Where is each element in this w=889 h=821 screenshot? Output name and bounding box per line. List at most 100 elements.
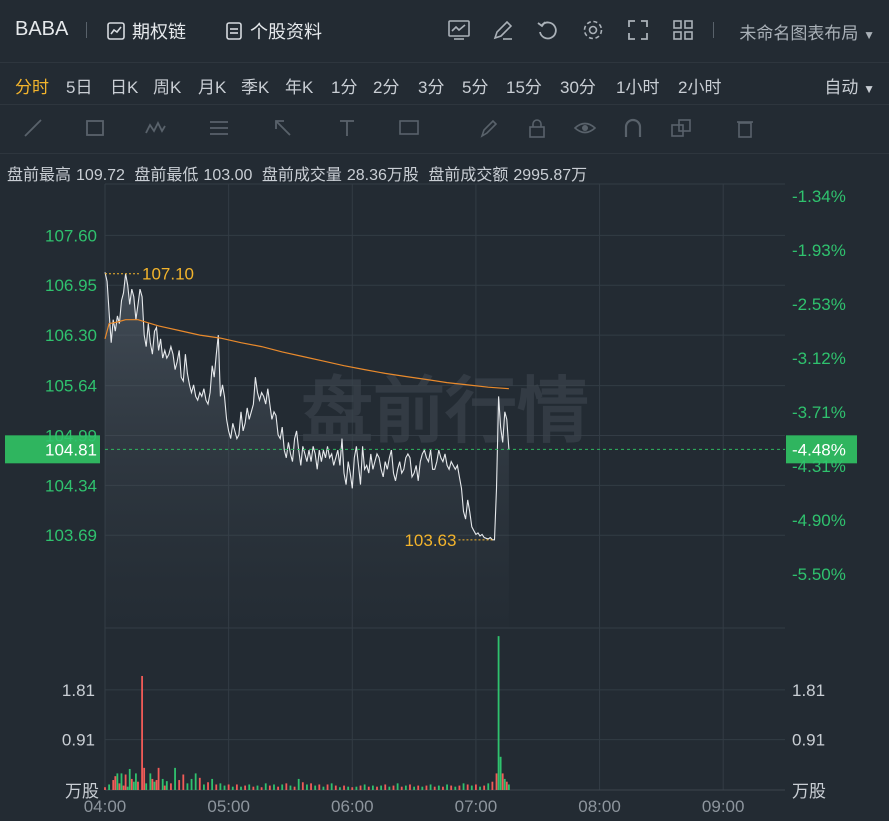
undo-icon[interactable] bbox=[535, 17, 561, 43]
volume-bar bbox=[380, 785, 383, 790]
volume-bar bbox=[367, 786, 370, 790]
volume-value: 28.36万股 bbox=[346, 167, 419, 184]
percent-tick-label: -1.93% bbox=[792, 241, 846, 260]
volume-bar bbox=[310, 783, 312, 790]
layers-icon[interactable] bbox=[670, 117, 692, 139]
last-pct-badge bbox=[786, 435, 857, 464]
tab-period-3[interactable]: 周K bbox=[153, 78, 182, 97]
volume-bar bbox=[376, 786, 378, 790]
volume-label: 盘前成交量 bbox=[261, 167, 342, 184]
volume-bar bbox=[256, 785, 259, 790]
volume-bar bbox=[293, 786, 296, 790]
tab-period-12[interactable]: 30分 bbox=[560, 78, 596, 97]
volume-bar bbox=[505, 781, 508, 790]
tab-period-5[interactable]: 季K bbox=[241, 78, 270, 97]
ticker-symbol[interactable]: BABA bbox=[15, 18, 69, 40]
arrow-tool-icon[interactable] bbox=[272, 117, 294, 139]
tab-period-13[interactable]: 1小时 bbox=[616, 78, 660, 97]
volume-bar bbox=[462, 783, 465, 790]
volume-bar bbox=[137, 781, 139, 790]
indicator-icon[interactable] bbox=[446, 17, 472, 43]
volume-bar bbox=[135, 773, 137, 790]
tab-period-1[interactable]: 5日 bbox=[66, 78, 93, 97]
volume-bar bbox=[219, 783, 222, 790]
volume-bar bbox=[413, 786, 415, 790]
percent-tick-label: -4.90% bbox=[792, 511, 846, 530]
fullscreen-icon[interactable] bbox=[625, 17, 651, 43]
percent-tick-label: -5.50% bbox=[792, 565, 846, 584]
volume-bar bbox=[326, 784, 329, 790]
volume-bar bbox=[466, 784, 469, 790]
text-tool-icon[interactable] bbox=[336, 117, 358, 139]
volume-bar bbox=[227, 784, 230, 790]
volume-bar bbox=[392, 785, 395, 790]
trash-icon[interactable] bbox=[734, 117, 756, 139]
volume-bar bbox=[458, 785, 461, 790]
volume-bar bbox=[165, 781, 168, 790]
rectangle-tool-icon[interactable] bbox=[84, 117, 106, 139]
divider bbox=[713, 22, 714, 38]
brush-icon[interactable] bbox=[478, 117, 500, 139]
volume-bar bbox=[252, 786, 255, 790]
volume-bar bbox=[503, 778, 506, 790]
volume-bar bbox=[128, 768, 131, 790]
volume-bar bbox=[454, 786, 457, 790]
volume-bar bbox=[260, 787, 263, 790]
wave-tool-icon[interactable] bbox=[144, 117, 166, 139]
layout-name: 未命名图表布局 bbox=[739, 24, 859, 43]
stock-profile-button[interactable]: 个股资料 bbox=[224, 18, 322, 44]
volume-bar bbox=[145, 783, 148, 790]
percent-tick-label: -2.53% bbox=[792, 295, 846, 314]
eye-icon[interactable] bbox=[574, 117, 596, 139]
annotation-tool-icon[interactable] bbox=[398, 117, 420, 139]
price-tick-label: 107.60 bbox=[45, 226, 97, 245]
volume-bar bbox=[163, 785, 166, 790]
settings-gear-icon[interactable] bbox=[580, 17, 606, 43]
volume-bar bbox=[491, 781, 494, 790]
time-tick-label: 07:00 bbox=[455, 797, 498, 816]
volume-tick-left: 1.81 bbox=[62, 681, 95, 700]
tab-period-2[interactable]: 日K bbox=[110, 78, 139, 97]
volume-bar bbox=[235, 784, 238, 790]
tab-period-9[interactable]: 3分 bbox=[418, 78, 445, 97]
options-chain-button[interactable]: 期权链 bbox=[106, 18, 186, 44]
tab-period-10[interactable]: 5分 bbox=[462, 78, 489, 97]
volume-bar bbox=[425, 785, 428, 790]
volume-bar bbox=[318, 784, 321, 790]
high-value: 109.72 bbox=[76, 167, 125, 184]
max-marker-label: 107.10 bbox=[142, 265, 194, 284]
amount-value: 2995.87万 bbox=[513, 167, 588, 184]
volume-bar bbox=[450, 785, 453, 790]
volume-bar bbox=[339, 787, 341, 790]
tab-period-11[interactable]: 15分 bbox=[506, 78, 542, 97]
tab-period-0[interactable]: 分时 bbox=[15, 78, 49, 97]
tab-period-8[interactable]: 2分 bbox=[373, 78, 400, 97]
edit-icon[interactable] bbox=[490, 17, 516, 43]
lock-icon[interactable] bbox=[526, 117, 548, 139]
tab-period-6[interactable]: 年K bbox=[285, 78, 314, 97]
volume-bar bbox=[347, 786, 350, 790]
price-tick-label: 104.99 bbox=[45, 427, 97, 446]
price-area bbox=[105, 272, 509, 628]
top-bar: BABA 期权链 个股资料 bbox=[0, 0, 889, 60]
trend-line-tool-icon[interactable] bbox=[22, 117, 44, 139]
tab-period-14[interactable]: 2小时 bbox=[678, 78, 722, 97]
volume-bar bbox=[223, 785, 226, 790]
volume-bar bbox=[182, 774, 185, 790]
auto-scale-selector[interactable]: 自动 ▼ bbox=[824, 73, 875, 98]
tab-period-4[interactable]: 月K bbox=[198, 78, 227, 97]
volume-bar bbox=[153, 781, 156, 790]
volume-bar bbox=[409, 784, 411, 790]
volume-tick-left: 0.91 bbox=[62, 731, 95, 750]
tab-period-7[interactable]: 1分 bbox=[331, 78, 358, 97]
layout-selector[interactable]: 未命名图表布局 ▼ bbox=[739, 19, 875, 44]
volume-tick-right: 0.91 bbox=[792, 731, 825, 750]
volume-bar bbox=[285, 783, 288, 790]
grid-layout-icon[interactable] bbox=[670, 17, 696, 43]
price-tick-label: 106.30 bbox=[45, 326, 97, 345]
volume-bar bbox=[268, 785, 271, 790]
drawing-toolbar bbox=[0, 104, 889, 154]
magnet-icon[interactable] bbox=[622, 117, 644, 139]
fibonacci-tool-icon[interactable] bbox=[208, 117, 230, 139]
